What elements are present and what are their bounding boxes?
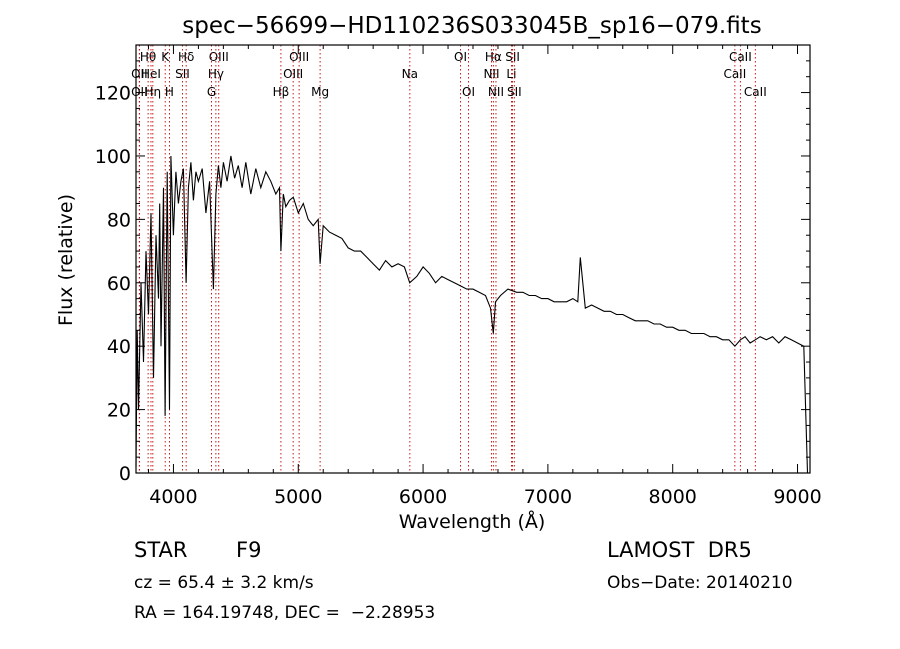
- line-marker-label: Li: [506, 67, 516, 81]
- x-tick-label: 5000: [274, 486, 322, 508]
- x-axis-label: Wavelength (Å): [399, 510, 546, 533]
- y-tick-label: 120: [95, 83, 131, 105]
- line-marker-label: OII: [131, 85, 148, 99]
- line-marker-label: Mg: [311, 85, 329, 99]
- line-marker-label: SII: [507, 85, 522, 99]
- observation-date: Obs−Date: 20140210: [607, 573, 793, 593]
- line-marker-label: CaII: [744, 85, 767, 99]
- object-subclass: F9: [236, 538, 262, 562]
- line-marker-label: OI: [454, 50, 467, 64]
- line-marker-label: Hθ: [140, 50, 156, 64]
- line-marker-label: SII: [175, 67, 190, 81]
- y-tick-label: 100: [95, 146, 131, 168]
- line-marker-label: K: [161, 50, 170, 64]
- x-tick-label: 6000: [399, 486, 447, 508]
- line-marker-label: CaII: [723, 67, 746, 81]
- y-tick-label: 60: [107, 273, 131, 295]
- x-tick-label: 9000: [773, 486, 821, 508]
- line-marker-label: Hα: [485, 50, 502, 64]
- y-tick-label: 0: [119, 463, 131, 485]
- line-marker-label: OIII: [289, 50, 309, 64]
- line-marker-label: Na: [402, 67, 418, 81]
- line-marker-label: CaII: [729, 50, 752, 64]
- survey-name: LAMOST DR5: [607, 538, 752, 562]
- line-marker-label: OIII: [209, 50, 229, 64]
- line-marker-label: NII: [488, 85, 504, 99]
- line-marker-label: NII: [483, 67, 499, 81]
- line-marker-label: H: [165, 85, 174, 99]
- redshift-text: cz = 65.4 ± 3.2 km/s: [134, 573, 314, 593]
- line-marker-label: Hγ: [208, 67, 224, 81]
- line-marker-label: SII: [505, 50, 520, 64]
- spectrum-line: [135, 155, 809, 474]
- x-tick-label: 8000: [649, 486, 697, 508]
- line-marker-label: OIII: [283, 67, 303, 81]
- y-axis-label: Flux (relative): [55, 194, 77, 326]
- x-axis: 4000 5000 6000 7000 8000 9000: [147, 45, 822, 508]
- x-tick-label: 7000: [524, 486, 572, 508]
- object-class: STAR: [134, 538, 188, 562]
- line-marker-label: Hβ: [273, 85, 290, 99]
- y-tick-label: 80: [107, 209, 131, 231]
- line-marker-label: OI: [462, 85, 475, 99]
- y-axis: 0 20 40 60 80 100 120: [95, 60, 810, 485]
- line-marker-label: G: [207, 85, 216, 99]
- line-marker-label: Hη: [145, 85, 162, 99]
- coordinates-text: RA = 164.19748, DEC = −2.28953: [134, 603, 436, 623]
- x-tick-label: 4000: [149, 486, 197, 508]
- y-tick-label: 20: [107, 400, 131, 422]
- plot-frame: [135, 44, 811, 474]
- line-marker-label: Hδ: [178, 50, 194, 64]
- line-marker-label: HeI: [141, 67, 161, 81]
- y-tick-label: 40: [107, 336, 131, 358]
- chart-title: spec−56699−HD110236S033045B_sp16−079.fit…: [182, 13, 761, 39]
